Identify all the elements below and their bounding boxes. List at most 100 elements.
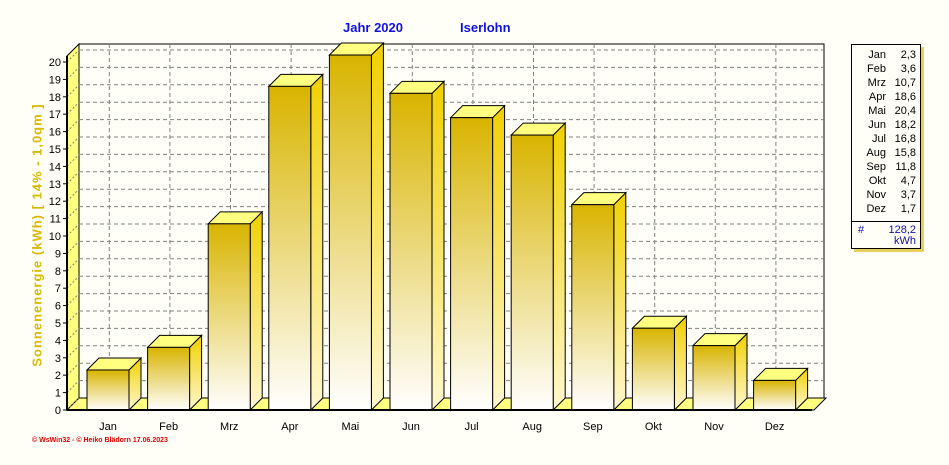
bar-feb (146, 334, 203, 412)
legend-row: Apr 18,6 (852, 90, 920, 104)
legend-row: Mai 20,4 (852, 104, 920, 118)
gridline-wall (66, 154, 80, 167)
x-tick-label: Mrz (220, 421, 238, 433)
legend-value: 18,2 (894, 119, 916, 131)
legend-row: Mrz 10,7 (852, 76, 920, 90)
x-tick-label: Mai (342, 421, 360, 433)
legend-value: 11,8 (895, 161, 916, 173)
gridline-wall (66, 345, 80, 359)
x-tick-label: Jan (99, 421, 117, 433)
legend-month: Jun (868, 119, 886, 131)
bar-aug (509, 121, 567, 412)
bar-mai (328, 41, 385, 412)
x-tick-label: Okt (645, 421, 662, 433)
legend-value: 16,8 (894, 133, 916, 145)
legend-value: 20,4 (894, 105, 916, 117)
legend-row: Feb 3,6 (852, 62, 920, 76)
legend-month: Mrz (867, 77, 886, 89)
y-tick-label: 9 (55, 248, 61, 260)
x-tick-label: Jul (465, 421, 479, 433)
y-tick-label: 20 (49, 57, 61, 69)
bar-front (268, 85, 312, 411)
legend-value: 1,7 (900, 203, 916, 215)
bar-front (328, 54, 372, 411)
gridline-wall (66, 101, 80, 115)
y-tick-label: 18 (49, 92, 61, 104)
legend-row: Aug 15,8 (852, 146, 920, 160)
legend-month: Mai (868, 105, 886, 117)
gridline-wall (66, 293, 80, 306)
y-tick-label: 14 (49, 161, 61, 173)
bar-front (692, 345, 736, 411)
legend-month: Feb (867, 63, 886, 75)
y-tick-label: 12 (49, 196, 61, 208)
bar-jul (449, 104, 506, 412)
x-tick-label: Apr (281, 421, 298, 433)
y-tick-label: 15 (49, 144, 61, 156)
legend-month: Aug (866, 147, 886, 159)
bar-front (510, 134, 554, 411)
bar-side (431, 80, 445, 412)
gridline-wall (66, 84, 80, 98)
y-tick-label: 19 (49, 74, 61, 86)
x-tick-label: Aug (522, 421, 542, 433)
legend-value: 3,7 (900, 189, 916, 201)
y-tick-label: 1 (55, 388, 61, 400)
bar-side (613, 191, 627, 412)
legend-month: Jan (868, 49, 886, 61)
y-axis-label: Sonnenenergie (kWh) [ 14% - 1,0qm ] (29, 103, 45, 367)
legend-row: Jan 2,3 (852, 48, 920, 62)
x-tick-label: Sep (583, 421, 603, 433)
gridline-wall (66, 67, 80, 80)
legend-table: Jan 2,3 Feb 3,6 Mrz 10,7 Apr 18,6 Mai 20,4 Jun 18,2… (851, 44, 921, 249)
gridline-wall (66, 328, 80, 341)
x-tick-label: Nov (704, 421, 724, 433)
gridline-wall (66, 136, 80, 150)
credit-text: © WsWin32 - © Heiko Blädorn 17.06.2023 (32, 437, 168, 444)
gridline-wall (66, 310, 80, 324)
title-location: Iserlohn (460, 20, 511, 35)
bar-mrz (206, 210, 264, 412)
bar-dez (752, 367, 809, 412)
legend-value: 2,3 (900, 49, 916, 61)
legend-month: Sep (866, 161, 886, 173)
y-tick-label: 7 (55, 283, 61, 295)
legend-value: 15,8 (894, 147, 916, 159)
legend-row: Dez 1,7 (852, 202, 920, 216)
legend-month: Okt (868, 175, 886, 187)
y-tick-label: 3 (55, 353, 61, 365)
chart-title: Jahr 2020 Iserlohn (0, 20, 949, 38)
bar-side (249, 210, 263, 412)
gridline-wall (66, 241, 80, 254)
gridline-wall (66, 397, 80, 411)
y-tick-label: 8 (55, 266, 61, 278)
bar-side (492, 104, 506, 412)
bar-side (734, 332, 748, 412)
legend-row: Okt 4,7 (852, 174, 920, 188)
legend-month: Apr (868, 91, 886, 103)
gridline-wall (66, 206, 80, 219)
legend-value: 3,6 (900, 63, 916, 75)
bar-front (389, 92, 433, 411)
y-tick-label: 10 (49, 231, 61, 243)
bar-sep (570, 191, 628, 412)
legend-value: 18,6 (894, 91, 916, 103)
bar-front (450, 117, 494, 411)
y-tick-label: 13 (49, 179, 61, 191)
legend-row: Sep 11,8 (852, 160, 920, 174)
legend-month: Nov (866, 189, 886, 201)
bar-side (673, 315, 687, 412)
bar-okt (631, 315, 688, 412)
legend-row: Jun 18,2 (852, 118, 920, 132)
y-tick-label: 16 (49, 127, 61, 139)
sum-value: 128,2 (888, 224, 916, 236)
title-year: Jahr 2020 (343, 20, 403, 35)
bar-front (571, 204, 615, 411)
gridline-wall (66, 49, 80, 63)
legend-month: Jul (871, 133, 886, 145)
x-tick-label: Dez (765, 421, 785, 433)
bar-jun (388, 80, 446, 412)
gridline-wall (66, 362, 80, 376)
gridline-wall (66, 380, 80, 393)
